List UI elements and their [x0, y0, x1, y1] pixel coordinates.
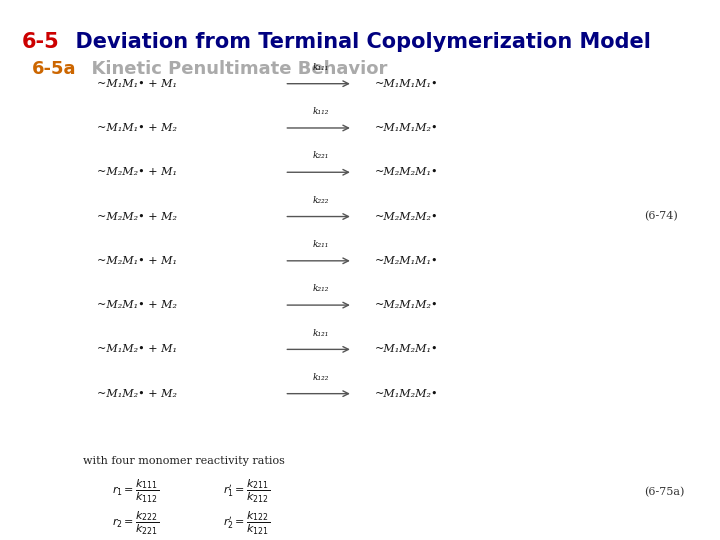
Text: ~M₁M₁M₁•: ~M₁M₁M₁• — [374, 79, 438, 89]
Text: (6-74): (6-74) — [644, 211, 678, 222]
Text: k₂₁₂: k₂₁₂ — [312, 284, 328, 293]
Text: ~M₂M₁• + M₁: ~M₂M₁• + M₁ — [97, 256, 177, 266]
Text: $r_2 = \dfrac{k_{222}}{k_{221}}$: $r_2 = \dfrac{k_{222}}{k_{221}}$ — [112, 510, 158, 537]
Text: ~M₂M₂• + M₁: ~M₂M₂• + M₁ — [97, 167, 177, 177]
Text: k₁₁₂: k₁₁₂ — [312, 107, 328, 116]
Text: k₁₂₂: k₁₂₂ — [312, 373, 328, 382]
Text: $r_2' = \dfrac{k_{122}}{k_{121}}$: $r_2' = \dfrac{k_{122}}{k_{121}}$ — [223, 510, 270, 537]
Text: $r_1 = \dfrac{k_{111}}{k_{112}}$: $r_1 = \dfrac{k_{111}}{k_{112}}$ — [112, 478, 158, 505]
Text: ~M₂M₁• + M₂: ~M₂M₁• + M₂ — [97, 300, 177, 310]
Text: 6-5: 6-5 — [22, 32, 59, 52]
Text: ~M₁M₂• + M₁: ~M₁M₂• + M₁ — [97, 345, 177, 354]
Text: k₁₁₁: k₁₁₁ — [312, 63, 328, 72]
Text: k₁₂₁: k₁₂₁ — [312, 328, 328, 338]
Text: ~M₂M₂M₂•: ~M₂M₂M₂• — [374, 212, 438, 221]
Text: k₂₁₁: k₂₁₁ — [312, 240, 328, 249]
Text: k₂₂₁: k₂₂₁ — [312, 151, 328, 160]
Text: ~M₁M₂M₁•: ~M₁M₂M₁• — [374, 345, 438, 354]
Text: ~M₂M₁M₁•: ~M₂M₁M₁• — [374, 256, 438, 266]
Text: ~M₂M₂M₁•: ~M₂M₂M₁• — [374, 167, 438, 177]
Text: ~M₁M₂M₂•: ~M₁M₂M₂• — [374, 389, 438, 399]
Text: Kinetic Penultimate Behavior: Kinetic Penultimate Behavior — [79, 60, 387, 78]
Text: ~M₂M₂• + M₂: ~M₂M₂• + M₂ — [97, 212, 177, 221]
Text: $r_1' = \dfrac{k_{211}}{k_{212}}$: $r_1' = \dfrac{k_{211}}{k_{212}}$ — [223, 478, 270, 505]
Text: ~M₁M₁M₂•: ~M₁M₁M₂• — [374, 123, 438, 133]
Text: with four monomer reactivity ratios: with four monomer reactivity ratios — [83, 456, 284, 467]
Text: k₂₂₂: k₂₂₂ — [312, 195, 328, 205]
Text: Deviation from Terminal Copolymerization Model: Deviation from Terminal Copolymerization… — [61, 32, 651, 52]
Text: ~M₁M₁• + M₁: ~M₁M₁• + M₁ — [97, 79, 177, 89]
Text: ~M₁M₂• + M₂: ~M₁M₂• + M₂ — [97, 389, 177, 399]
Text: ~M₁M₁• + M₂: ~M₁M₁• + M₂ — [97, 123, 177, 133]
Text: ~M₂M₁M₂•: ~M₂M₁M₂• — [374, 300, 438, 310]
Text: (6-75a): (6-75a) — [644, 487, 685, 498]
Text: 6-5a: 6-5a — [32, 60, 76, 78]
